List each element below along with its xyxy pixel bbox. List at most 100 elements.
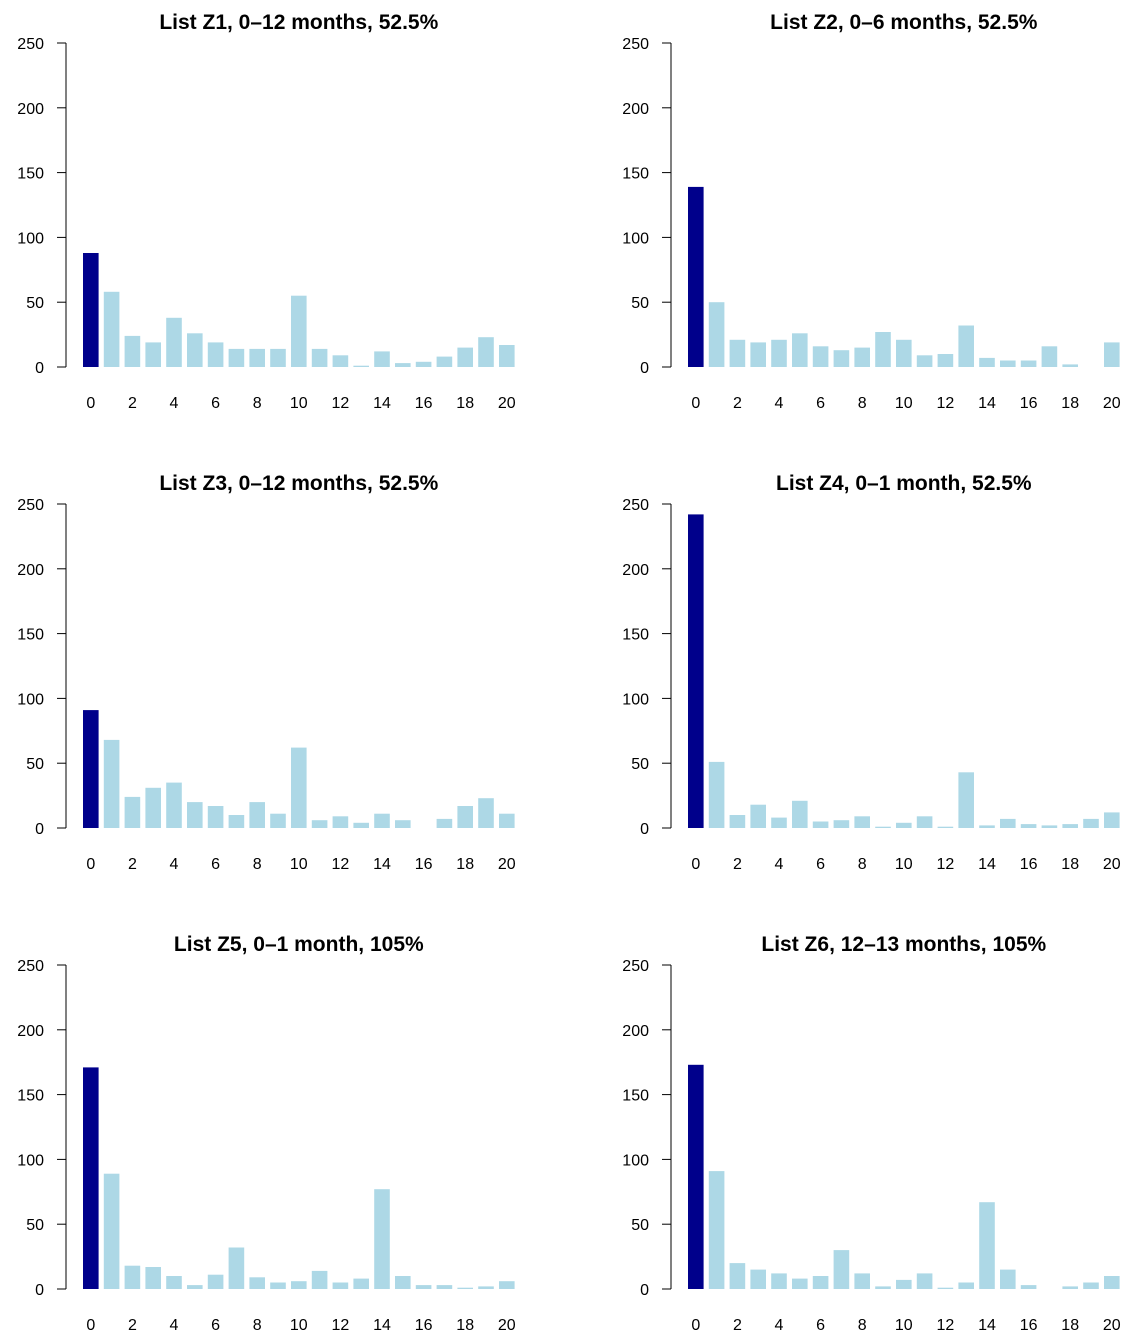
bar-19: [478, 1286, 494, 1289]
y-tick-label: 50: [26, 1217, 44, 1234]
bar-16: [1020, 824, 1037, 828]
chart-panel-6: List Z6, 12–13 months, 105%0501001502002…: [622, 933, 1121, 1334]
x-tick-label: 18: [456, 856, 474, 873]
y-tick-label: 100: [17, 691, 44, 708]
x-tick-label: 14: [978, 1317, 996, 1334]
x-tick-label: 0: [86, 1317, 95, 1334]
x-tick-label: 2: [733, 1317, 742, 1334]
bar-9: [270, 1282, 286, 1289]
y-tick-label: 0: [640, 1282, 649, 1299]
x-tick-label: 20: [1103, 395, 1121, 412]
x-tick-label: 0: [86, 395, 95, 412]
bar-5: [187, 333, 203, 367]
x-tick-label: 18: [1061, 1317, 1079, 1334]
bar-0: [83, 710, 99, 828]
x-tick-label: 12: [332, 1317, 350, 1334]
chart-title: List Z6, 12–13 months, 105%: [761, 933, 1046, 956]
y-tick-label: 200: [622, 101, 649, 118]
x-tick-label: 18: [456, 395, 474, 412]
x-tick-label: 16: [1020, 395, 1038, 412]
x-tick-label: 14: [373, 1317, 391, 1334]
x-tick-label: 20: [1103, 856, 1121, 873]
y-tick-label: 100: [622, 230, 649, 247]
bar-9: [875, 826, 891, 828]
bar-16: [1020, 360, 1037, 367]
x-tick-label: 14: [373, 856, 391, 873]
bar-0: [688, 186, 704, 367]
bar-10: [896, 1279, 912, 1289]
bar-2: [124, 796, 141, 828]
bar-3: [750, 804, 766, 828]
bar-13: [958, 1282, 974, 1289]
y-tick-label: 0: [640, 821, 649, 838]
x-tick-label: 12: [937, 395, 955, 412]
bar-16: [415, 1285, 432, 1289]
bar-0: [83, 253, 99, 367]
x-tick-label: 4: [775, 856, 784, 873]
bar-1: [708, 1171, 725, 1289]
bar-11: [916, 816, 933, 828]
y-tick-label: 250: [622, 36, 649, 53]
x-tick-label: 6: [211, 395, 220, 412]
bar-4: [771, 339, 787, 367]
chart-panel-1: List Z1, 0–12 months, 52.5%0501001502002…: [17, 11, 516, 412]
bar-11: [916, 355, 933, 367]
x-tick-label: 6: [816, 856, 825, 873]
bar-18: [457, 347, 473, 367]
bar-12: [937, 826, 954, 828]
bar-4: [166, 317, 182, 367]
bar-12: [332, 1282, 349, 1289]
bar-14: [979, 357, 995, 367]
bar-4: [166, 1276, 182, 1289]
chart-panel-2: List Z2, 0–6 months, 52.5%05010015020025…: [622, 11, 1121, 412]
bar-6: [812, 821, 829, 828]
bar-20: [499, 345, 515, 367]
bar-8: [249, 802, 265, 828]
bar-17: [1041, 825, 1058, 828]
bar-11: [311, 348, 328, 367]
bar-6: [207, 806, 224, 828]
x-tick-label: 18: [456, 1317, 474, 1334]
x-tick-label: 20: [498, 395, 516, 412]
chart-panel-4: List Z4, 0–1 month, 52.5%050100150200250…: [622, 472, 1121, 873]
y-tick-label: 0: [35, 821, 44, 838]
bar-9: [270, 813, 286, 828]
x-tick-label: 0: [691, 395, 700, 412]
bar-1: [708, 761, 725, 828]
y-tick-label: 0: [640, 360, 649, 377]
y-tick-label: 200: [622, 1023, 649, 1040]
y-tick-label: 100: [17, 230, 44, 247]
bar-8: [854, 347, 870, 367]
bar-8: [249, 1277, 265, 1289]
x-tick-label: 12: [332, 395, 350, 412]
bar-13: [353, 1278, 369, 1289]
bar-10: [896, 339, 912, 367]
bar-2: [729, 1263, 746, 1289]
y-tick-label: 100: [622, 691, 649, 708]
y-tick-label: 0: [35, 1282, 44, 1299]
x-tick-label: 4: [775, 1317, 784, 1334]
bar-15: [395, 363, 411, 367]
y-tick-label: 250: [622, 497, 649, 514]
x-tick-label: 4: [775, 395, 784, 412]
bar-17: [436, 1285, 453, 1289]
x-tick-label: 2: [128, 395, 137, 412]
bar-16: [415, 361, 432, 367]
bar-5: [792, 800, 808, 828]
bar-3: [145, 1267, 161, 1289]
bar-9: [875, 1286, 891, 1289]
x-tick-label: 4: [170, 395, 179, 412]
x-tick-label: 6: [211, 1317, 220, 1334]
bar-9: [270, 348, 286, 367]
bar-12: [937, 1287, 954, 1289]
bar-1: [103, 1173, 120, 1289]
chart-panel-5: List Z5, 0–1 month, 105% 0 50 100 150 200 250 0…: [17, 933, 516, 1334]
bar-15: [1000, 818, 1016, 828]
x-tick-label: 14: [978, 856, 996, 873]
y-tick-label: 150: [622, 166, 649, 183]
bar-6: [812, 346, 829, 367]
bar-10: [291, 747, 307, 828]
bar-3: [750, 342, 766, 367]
x-tick-label: 10: [290, 856, 308, 873]
x-tick-label: 16: [1020, 1317, 1038, 1334]
